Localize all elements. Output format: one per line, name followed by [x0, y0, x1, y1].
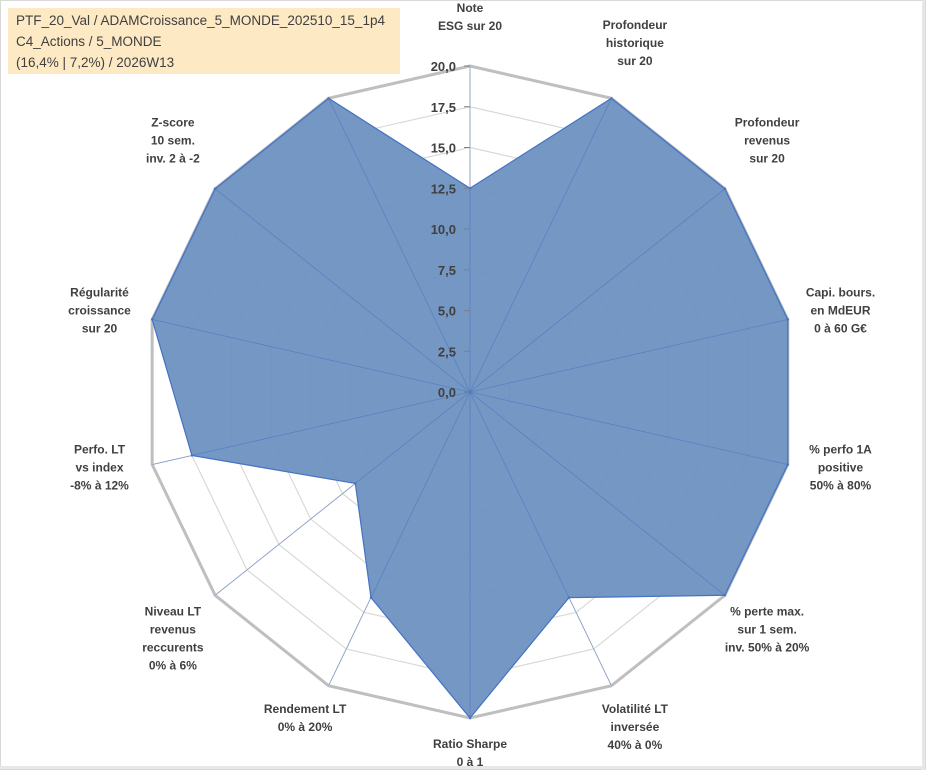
axis-spoke-overlay — [469, 319, 788, 393]
portfolio-stats: (16,4% | 7,2%) / 2026W13 — [16, 55, 175, 70]
tick-label: 20,0 — [431, 59, 456, 74]
portfolio-category: C4_Actions / 5_MONDE — [16, 34, 162, 49]
data-point — [150, 318, 154, 321]
category-label: Niveau LT revenus reccurents 0% à 6% — [142, 605, 204, 673]
category-label: Profondeur historique sur 20 — [603, 18, 668, 68]
data-point — [567, 596, 571, 599]
tick-label: 10,0 — [431, 222, 456, 237]
tick-label: 17,5 — [431, 100, 456, 115]
data-point — [468, 716, 472, 720]
portfolio-name: PTF_20_Val / ADAMCroissance_5_MONDE_2025… — [16, 13, 385, 28]
tick-label: 15,0 — [431, 141, 456, 156]
axis-spoke-overlay — [214, 391, 471, 596]
category-label: % perte max. sur 1 sem. inv. 50% à 20% — [725, 605, 810, 655]
data-point — [610, 97, 613, 100]
axis-spoke-overlay — [152, 391, 471, 465]
data-point — [327, 97, 330, 100]
axis-spoke-overlay — [469, 98, 612, 393]
category-label: Z-score 10 sem. inv. 2 à -2 — [146, 116, 200, 166]
data-point — [354, 482, 357, 485]
axis-spoke-overlay — [469, 391, 788, 465]
tick-label: 0,0 — [438, 385, 456, 400]
data-point — [786, 318, 790, 321]
tick-label: 12,5 — [431, 181, 456, 196]
axis-spoke-overlay — [469, 391, 726, 596]
category-label: Ratio Sharpe 0 à 1 — [433, 737, 507, 769]
data-point — [369, 596, 373, 599]
category-label: Profondeur revenus sur 20 — [735, 116, 800, 166]
frame-shadow-right — [922, 0, 925, 770]
category-label: % perfo 1A positive 50% à 80% — [809, 442, 872, 492]
axis-spoke-overlay — [469, 391, 612, 686]
data-point — [723, 594, 727, 597]
data-point — [190, 454, 194, 457]
data-point — [786, 463, 790, 466]
axis-spoke-overlay — [152, 319, 471, 393]
category-label: Régularité croissance sur 20 — [68, 286, 131, 336]
tick-label: 2,5 — [438, 344, 456, 359]
axis-spoke-overlay — [328, 391, 471, 686]
category-label: Perfo. LT vs index -8% à 12% — [70, 442, 129, 492]
tick-label: 7,5 — [438, 263, 456, 278]
tick-label: 5,0 — [438, 304, 456, 319]
category-label: Volatilité LT inversée 40% à 0% — [602, 702, 669, 752]
category-label: Capi. bours. en MdEUR 0 à 60 G€ — [806, 286, 875, 336]
frame-shadow-bottom — [0, 766, 925, 769]
data-point — [723, 187, 727, 190]
axis-spoke-overlay — [214, 188, 471, 393]
portfolio-info-box: PTF_20_Val / ADAMCroissance_5_MONDE_2025… — [8, 8, 400, 74]
category-label: Note ESG sur 20 — [438, 1, 502, 33]
axis-spoke-overlay — [328, 98, 471, 393]
data-point — [213, 187, 217, 190]
category-label: Rendement LT 0% à 20% — [264, 702, 347, 734]
axis-spoke-overlay — [469, 188, 726, 393]
